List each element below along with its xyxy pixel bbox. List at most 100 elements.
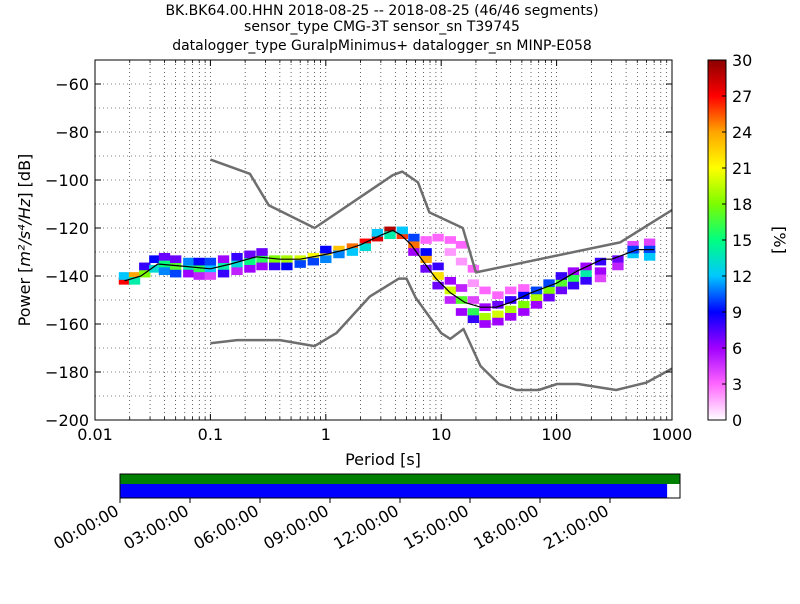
psd-cell [580,276,592,285]
psd-cell [128,276,141,285]
psd-cell [467,315,480,324]
psd-cell [643,252,656,261]
psd-cell [183,264,195,273]
psd-cell [518,284,530,292]
chart-title-line-2: sensor_type CMG-3T sensor_sn T39745 [244,19,520,35]
noise-model-high-line [209,158,672,274]
psd-cell [396,226,408,235]
psd-cell [244,257,256,266]
psd-cell [444,296,457,304]
psd-cell [320,255,332,264]
psd-cell [467,308,480,316]
psd-cell [149,255,161,264]
psd-cell [244,264,256,273]
psd-cell [467,279,480,288]
psd-cell [567,267,580,276]
time-tick-label: 06:00:00 [190,501,262,553]
noise-model-low-line [210,277,672,392]
psd-cell [530,293,543,302]
psd-cell [594,267,607,276]
time-tick-label: 09:00:00 [260,501,332,553]
psd-cell [217,262,230,271]
psd-cell [231,252,243,261]
psd-cell [396,231,408,240]
psd-cell [518,308,530,316]
psd-cell [479,286,491,295]
psd-cell [479,312,491,321]
data-coverage-fill [120,474,680,484]
psd-cell [408,240,420,249]
psd-cell [432,262,444,271]
psd-cell [371,228,384,237]
psd-cell [169,255,182,264]
colorbar-tick-label: 21 [732,159,752,178]
chart-title-line-3: datalogger_type GuralpMinimus+ datalogge… [172,38,592,54]
colorbar-tick-label: 18 [732,195,752,214]
psd-cell [294,260,306,268]
y-tick-label: −140 [45,267,89,286]
colorbar-tick-label: 3 [732,375,742,394]
psd-cell [580,269,592,278]
psd-cell [217,255,230,264]
psd-cell [444,276,457,285]
psd-cell [384,226,396,235]
colorbar-tick-label: 9 [732,303,742,322]
psd-cell [346,248,359,256]
colorbar-tick-label: 15 [732,231,752,250]
x-tick-label: 0.01 [77,425,113,444]
psd-cell [444,248,457,256]
y-axis-label-suffix: ] [dB] [15,154,34,199]
psd-cell [612,262,624,271]
psd-cell [627,250,639,259]
psd-cell [333,245,345,254]
time-tick-label: 03:00:00 [120,501,192,553]
chart-title-line-1: BK.BK64.00.HHN 2018-08-25 -- 2018-08-25 … [165,3,598,19]
psd-cell [420,255,432,264]
psd-cell [193,264,205,273]
psd-cell [256,248,268,256]
x-tick-label: 10 [431,425,451,444]
psd-cell [420,248,432,256]
time-tick-label: 21:00:00 [540,501,612,553]
psd-cell [455,284,468,292]
psd-cell [567,281,580,290]
x-tick-label: 0.1 [198,425,223,444]
psd-cell [432,281,444,290]
x-tick-label: 100 [541,425,572,444]
psd-cell [193,257,205,266]
psd-cell [567,274,580,283]
y-tick-label: −180 [45,363,89,382]
psd-cell [333,250,345,259]
psd-cell [594,257,607,266]
psd-cell [543,293,555,302]
y-tick-label: −100 [45,171,89,190]
psd-cell [518,300,530,309]
psd-cell [627,245,639,254]
psd-cell [643,238,656,247]
mean-psd-line [124,229,655,308]
psd-cell [518,291,530,300]
psd-cell [244,250,256,259]
psd-cell [268,262,281,271]
coverage-time-labels: 00:00:0003:00:0006:00:0009:00:0012:00:00… [50,498,612,553]
time-tick-label: 12:00:00 [330,501,402,553]
psd-cell [118,276,131,285]
psd-cell [139,262,151,271]
y-tick-label: −80 [55,123,89,142]
psd-cell [384,231,396,240]
psd-cell [231,260,243,268]
psd-cell [467,296,480,304]
psd-cell [193,272,205,280]
colorbar-tick-label: 30 [732,51,752,70]
psd-cell [432,272,444,280]
psd-cell [504,286,517,295]
y-tick-label: −60 [55,75,89,94]
psd-cell [455,240,468,249]
time-tick-label: 00:00:00 [50,501,122,553]
psd-cell [420,236,432,244]
coverage-bar [120,474,680,498]
grid-lines [95,60,672,420]
psd-cell [555,279,568,288]
